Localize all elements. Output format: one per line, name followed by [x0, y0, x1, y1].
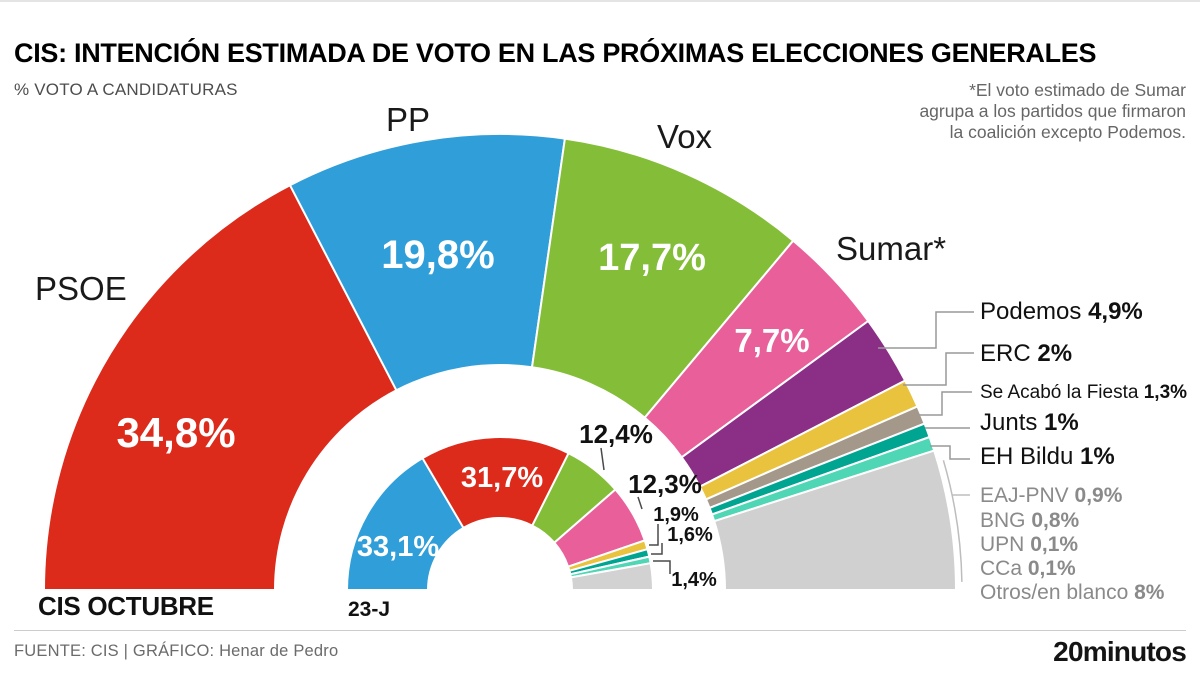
callout-upn: UPN 0,1% [980, 533, 1078, 556]
party-label-sumar: Sumar* [836, 230, 946, 267]
leader-line-se-acab-la-fiesta [918, 391, 972, 416]
callout-podemos: Podemos 4,9% [980, 298, 1143, 325]
callout-se-acab-la-fiesta: Se Acabó la Fiesta 1,3% [980, 382, 1187, 403]
source-credit: FUENTE: CIS | GRÁFICO: Henar de Pedro [14, 642, 339, 660]
value-label-33-1: 33,1% [357, 531, 439, 563]
leader-line [651, 543, 663, 555]
party-label-vox: Vox [657, 118, 713, 155]
publisher-logo: 20minutos [1053, 636, 1187, 667]
segment-23-j-otros [569, 562, 655, 591]
value-label-12-3: 12,3% [628, 469, 702, 499]
value-label-17-7: 17,7% [598, 237, 706, 279]
leader-line [649, 524, 659, 546]
leader-line [653, 560, 671, 574]
value-label-12-4: 12,4% [579, 419, 653, 449]
callout-bng: BNG 0,8% [980, 509, 1080, 532]
callout-erc: ERC 2% [980, 340, 1072, 367]
value-label-1-4: 1,4% [671, 569, 717, 591]
chart-subtitle: % VOTO A CANDIDATURAS [14, 80, 238, 99]
footnote-line: la coalición excepto Podemos. [949, 122, 1186, 142]
gray-group-bracket [942, 460, 963, 582]
callout-cca: CCa 0,1% [980, 557, 1076, 580]
segment-cis-octubre-eaj-pnv-bng-upn-cca-otros-en-blanco [712, 449, 958, 591]
callout-junts: Junts 1% [980, 409, 1079, 436]
callout-otros-en-blanco: Otros/en blanco 8% [980, 581, 1165, 604]
value-label-19-8: 19,8% [381, 233, 494, 277]
segment-cis-octubre-psoe [42, 183, 398, 591]
party-label-psoe: PSOE [35, 270, 127, 307]
value-label-34-8: 34,8% [116, 409, 235, 456]
leader-line-erc [903, 352, 974, 386]
page-title: CIS: INTENCIÓN ESTIMADA DE VOTO EN LAS P… [14, 38, 1097, 69]
footnote-line: *El voto estimado de Sumar [969, 80, 1186, 100]
callout-eaj-pnv: EAJ-PNV 0,9% [980, 484, 1123, 507]
inner-ring-label: 23-J [348, 598, 391, 621]
leader-line-eh-bildu [930, 445, 970, 460]
ring-cis-octubre [42, 132, 958, 591]
leader-line-podemos [878, 311, 974, 349]
footer-rule [14, 630, 1186, 631]
footnote-sumar: *El voto estimado de Sumar agrupa a los … [919, 80, 1186, 143]
value-label-31-7: 31,7% [461, 462, 543, 494]
value-label-1-9: 1,9% [653, 504, 699, 526]
leader-line [600, 447, 605, 471]
outer-ring-label: CIS OCTUBRE [38, 591, 214, 621]
value-label-7-7: 7,7% [734, 322, 809, 359]
party-label-pp: PP [386, 101, 430, 138]
ring-23-j [345, 435, 655, 591]
footnote-line: agrupa a los partidos que firmaron [919, 101, 1186, 121]
callout-eh-bildu: EH Bildu 1% [980, 443, 1115, 470]
value-label-1-6: 1,6% [667, 524, 713, 546]
segment-23-j-pp [345, 456, 465, 591]
leader-line [637, 496, 643, 510]
top-rule [0, 0, 1200, 2]
